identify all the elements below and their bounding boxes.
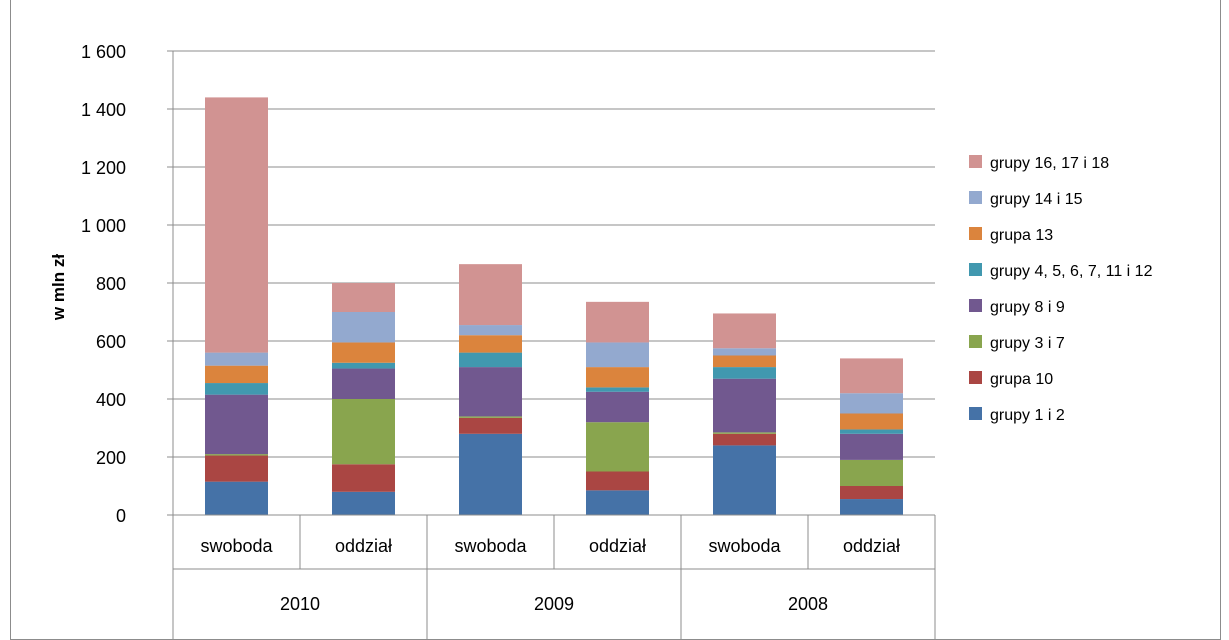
- y-tick-label: 1 400: [81, 100, 126, 120]
- bar-segment: [205, 383, 268, 395]
- category-label: swoboda: [708, 536, 781, 556]
- bar-segment: [205, 97, 268, 353]
- category-labels: swoboda oddział swoboda oddział swoboda oddzi…: [172, 515, 936, 639]
- gridlines: [173, 50, 935, 458]
- bar-segment: [840, 486, 903, 500]
- legend-swatch: [969, 263, 982, 276]
- bar-segment: [205, 394, 268, 455]
- bar-segment: [332, 464, 395, 492]
- bar-segment: [840, 413, 903, 430]
- legend-swatch: [969, 299, 982, 312]
- legend-swatch: [969, 155, 982, 168]
- bar-segment: [332, 312, 395, 343]
- legend-label: grupy 14 i 15: [990, 191, 1083, 208]
- bar-segment: [459, 264, 522, 326]
- legend-label: grupy 16, 17 i 18: [990, 155, 1109, 172]
- y-tick-label: 1 600: [81, 42, 126, 62]
- legend-swatch: [969, 191, 982, 204]
- bar-segment: [459, 352, 522, 368]
- legend-swatch: [969, 407, 982, 420]
- bar-segment: [332, 362, 395, 369]
- bar-segment: [205, 481, 268, 515]
- legend-label: grupy 8 i 9: [990, 299, 1065, 316]
- legend-label: grupa 13: [990, 227, 1053, 244]
- bar-segment: [205, 352, 268, 366]
- bar-segment: [332, 283, 395, 312]
- legend-swatch: [969, 335, 982, 348]
- bar-segment: [205, 454, 268, 456]
- y-tick-label: 200: [96, 448, 126, 468]
- bar-segment: [840, 358, 903, 394]
- category-label: oddział: [335, 536, 392, 556]
- bar-segment: [586, 301, 649, 343]
- bar-segment: [840, 429, 903, 434]
- bar-segment: [713, 313, 776, 349]
- bar-segment: [840, 433, 903, 460]
- group-label: 2008: [788, 594, 828, 614]
- bar-segment: [586, 342, 649, 368]
- y-tick-label: 1 000: [81, 216, 126, 236]
- y-tick-label: 400: [96, 390, 126, 410]
- bar-segment: [586, 387, 649, 392]
- bar-segment: [586, 471, 649, 491]
- legend: grupy 16, 17 i 18 grupy 14 i 15 grupa 13 gr…: [969, 155, 1153, 424]
- y-tick-label: 600: [96, 332, 126, 352]
- group-label: 2009: [534, 594, 574, 614]
- y-tick-labels: 0 200 400 600 800 1 000 1 200 1 400 1 600: [81, 42, 126, 526]
- y-tick-label: 0: [116, 506, 126, 526]
- bar-segment: [713, 348, 776, 356]
- bar-segment: [332, 491, 395, 515]
- legend-swatch: [969, 227, 982, 240]
- bar-segment: [586, 490, 649, 515]
- group-label: 2010: [280, 594, 320, 614]
- legend-label: grupa 10: [990, 371, 1053, 388]
- category-label: swoboda: [454, 536, 527, 556]
- bar-segment: [332, 399, 395, 465]
- y-tick-label: 1 200: [81, 158, 126, 178]
- bar-segment: [332, 342, 395, 363]
- bar-segment: [459, 367, 522, 417]
- legend-label: grupy 1 i 2: [990, 407, 1065, 424]
- bar-segment: [586, 367, 649, 388]
- bar-segment: [459, 417, 522, 434]
- bar-segment: [713, 432, 776, 434]
- legend-swatch: [969, 371, 982, 384]
- bar-segment: [586, 422, 649, 472]
- stacked-bar-chart: 0 200 400 600 800 1 000 1 200 1 400 1 600 swobod…: [49, 42, 1153, 639]
- bar-segment: [205, 365, 268, 384]
- bar-segment: [713, 378, 776, 433]
- bar-segment: [713, 355, 776, 368]
- bar-segment: [459, 433, 522, 515]
- bar-segment: [840, 499, 903, 515]
- bar-segment: [459, 416, 522, 418]
- legend-label: grupy 4, 5, 6, 7, 11 i 12: [990, 263, 1153, 280]
- chart-frame: 0 200 400 600 800 1 000 1 200 1 400 1 600 swobod…: [10, 0, 1221, 640]
- bar-segment: [586, 391, 649, 423]
- category-label: oddział: [843, 536, 900, 556]
- bar-segment: [840, 459, 903, 486]
- y-tick-label: 800: [96, 274, 126, 294]
- bar-segment: [205, 455, 268, 482]
- bar-segment: [332, 368, 395, 399]
- category-label: oddział: [589, 536, 646, 556]
- y-axis-label: w mln zł: [49, 254, 68, 321]
- bar-segment: [713, 433, 776, 446]
- bar-segment: [459, 335, 522, 353]
- bar-segment: [459, 325, 522, 336]
- bars: [205, 97, 903, 515]
- bar-segment: [713, 367, 776, 379]
- bar-segment: [713, 445, 776, 515]
- bar-segment: [840, 393, 903, 414]
- category-label: swoboda: [200, 536, 273, 556]
- legend-label: grupy 3 i 7: [990, 335, 1065, 352]
